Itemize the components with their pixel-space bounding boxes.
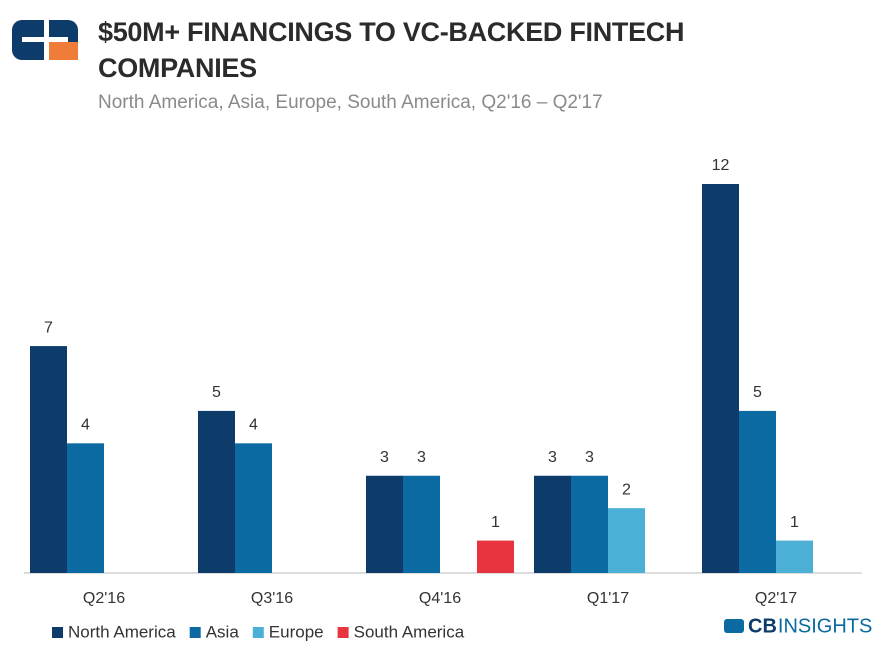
legend-swatch [189,627,201,638]
legend-swatch [252,627,264,638]
brand-text: CB [748,615,777,637]
x-tick-label: Q3'16 [251,590,293,607]
bar [477,540,514,573]
value-label: 12 [712,157,730,174]
legend-swatch [52,627,63,638]
legend-swatch [337,627,349,638]
bar [67,443,104,573]
value-label: 4 [249,417,258,434]
bar [30,346,67,573]
value-label: 5 [753,384,762,401]
brand-text: INSIGHTS [778,615,872,637]
x-tick-label: Q2'17 [755,590,797,607]
value-label: 1 [491,514,500,531]
value-label: 4 [81,417,90,434]
bar [702,184,739,573]
legend-label: Asia [206,622,240,641]
value-label: 3 [548,449,557,466]
legend-label: South America [354,622,465,641]
logo-shape [46,42,78,60]
bar [198,410,235,573]
x-tick-label: Q4'16 [419,590,461,607]
x-tick-label: Q1'17 [587,590,629,607]
legend-label: North America [68,622,176,641]
logo-shape [44,20,49,60]
bar [235,443,272,573]
value-label: 1 [790,514,799,531]
bar [739,410,776,573]
brand-logo: CB INSIGHTS [724,615,872,637]
chart-subtitle: North America, Asia, Europe, South Ameri… [98,92,603,113]
value-label: 2 [622,481,631,498]
logo [12,20,78,60]
x-tick-label: Q2'16 [83,590,125,607]
bar [403,475,440,573]
bar [366,475,403,573]
bar [608,508,645,573]
brand-icon [724,619,744,633]
bar [571,475,608,573]
bar [776,540,813,573]
value-label: 7 [44,319,53,336]
bar [534,475,571,573]
value-label: 3 [417,449,426,466]
value-label: 3 [380,449,389,466]
chart-title: $50M+ FINANCINGS TO VC-BACKED FINTECH CO… [98,17,685,83]
value-label: 3 [585,449,594,466]
value-label: 5 [212,384,221,401]
legend-label: Europe [269,622,324,641]
